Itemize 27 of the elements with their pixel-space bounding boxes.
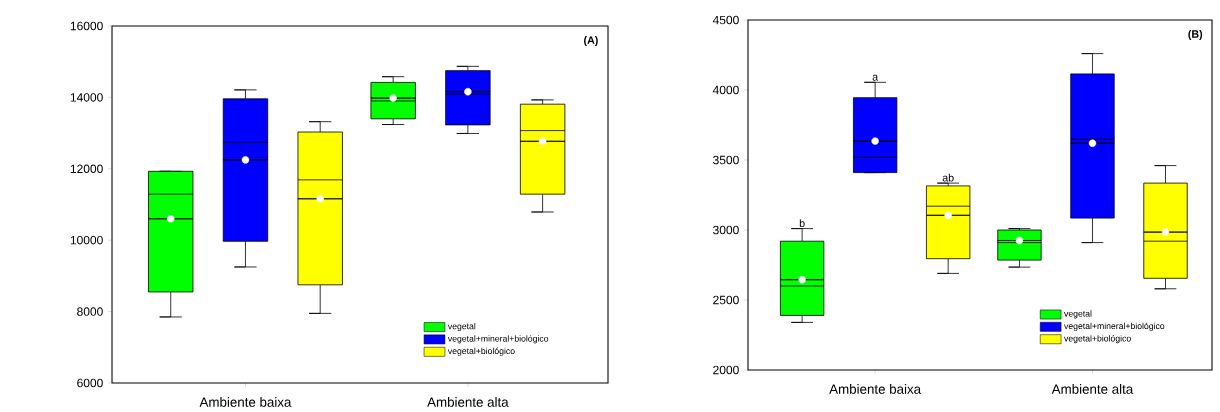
text: (B) <box>1188 29 1203 40</box>
annotation: ab <box>942 173 954 182</box>
y-tick-label: 8000 <box>77 307 103 316</box>
y-tick-label: 12000 <box>70 164 103 174</box>
text: (A) <box>584 36 598 47</box>
x-tick-label: Ambiente baixa <box>199 397 292 407</box>
x-tick-label: Ambiente alta <box>1051 384 1134 394</box>
y-tick-label: 3500 <box>713 155 739 165</box>
legend-label: vegetal+mineral+biológico <box>1064 322 1165 331</box>
y-tick-label: 4500 <box>712 15 739 25</box>
x-tick-label: Ambiente baixa <box>829 384 922 394</box>
legend-label: vegetal+mineral+biológico <box>447 335 549 344</box>
y-tick-label: 16000 <box>70 21 103 31</box>
y-tick-label: 3000 <box>713 225 739 235</box>
y-tick-label: 10000 <box>70 235 103 245</box>
legend-label: vegetal+biológico <box>1064 335 1131 344</box>
annotation: b <box>799 219 805 227</box>
legend-label: vegetal <box>1064 310 1092 319</box>
annotation: a <box>872 74 879 81</box>
y-tick-label: 14000 <box>70 93 103 102</box>
y-tick-label: 4000 <box>712 85 739 95</box>
x-tick-label: Ambiente alta <box>427 397 509 407</box>
y-tick-label: 6000 <box>77 378 103 388</box>
y-tick-label: 2500 <box>713 295 739 305</box>
legend-label: vegetal <box>447 322 476 332</box>
legend-label: vegetal+biológico <box>447 347 515 356</box>
y-tick-label: 2000 <box>713 365 739 375</box>
